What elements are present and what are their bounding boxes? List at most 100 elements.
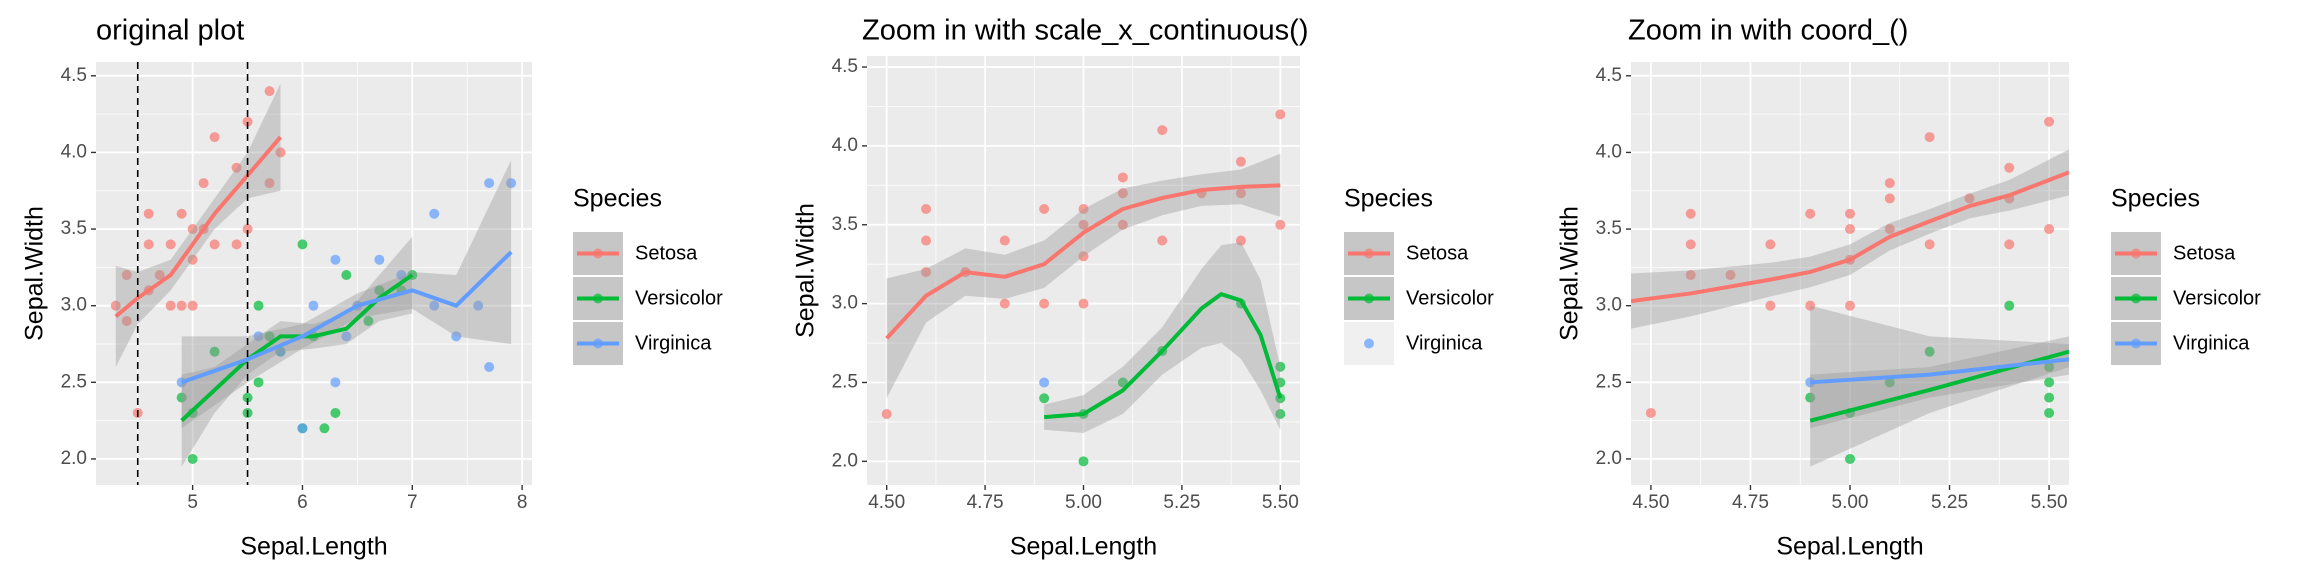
point xyxy=(209,346,220,357)
point xyxy=(209,132,220,143)
legend-key-point xyxy=(2131,338,2141,349)
point xyxy=(176,392,187,403)
point xyxy=(253,377,264,388)
x-tick-label: 4.75 xyxy=(967,492,1004,513)
point xyxy=(1845,208,1855,219)
point xyxy=(1845,453,1855,464)
legend-key-point xyxy=(2131,293,2141,304)
point xyxy=(1845,224,1855,235)
point xyxy=(999,298,1010,309)
legend-key-point xyxy=(593,338,603,349)
point xyxy=(1884,377,1895,388)
y-tick-label: 4.5 xyxy=(1596,65,1622,86)
point xyxy=(1805,392,1816,403)
point xyxy=(429,208,440,219)
y-tick-label: 3.0 xyxy=(61,295,87,316)
point xyxy=(231,239,242,250)
point xyxy=(1275,361,1286,372)
point xyxy=(264,86,275,97)
x-tick-label: 5.50 xyxy=(2031,492,2068,513)
x-axis-label: Sepal.Length xyxy=(240,533,387,561)
plot-layers xyxy=(1631,116,2069,467)
point xyxy=(1964,193,1975,204)
point xyxy=(1117,377,1128,388)
point xyxy=(921,203,932,214)
legend-label: Versicolor xyxy=(635,287,723,309)
legend-key-point xyxy=(1364,293,1374,304)
point xyxy=(484,361,495,372)
point xyxy=(363,316,374,327)
point xyxy=(1117,172,1128,183)
point xyxy=(330,254,341,265)
point xyxy=(253,331,264,342)
point xyxy=(1685,270,1696,281)
point xyxy=(1805,208,1816,219)
point xyxy=(330,407,341,418)
x-tick-label: 4.50 xyxy=(868,492,905,513)
panel: 5 6 7 8 2.0 2.5 3.0 3.5 4.0 4.5 original plot Sepal… xyxy=(21,15,724,561)
point xyxy=(176,300,187,311)
point xyxy=(396,270,407,281)
point xyxy=(1845,300,1855,311)
y-axis-label: Sepal.Width xyxy=(21,206,49,341)
x-tick-label: 5 xyxy=(187,492,198,513)
point xyxy=(921,267,932,278)
point xyxy=(209,239,220,250)
point xyxy=(143,239,154,250)
point xyxy=(1924,346,1935,357)
x-tick-label: 5.50 xyxy=(1262,492,1299,513)
point xyxy=(1078,298,1089,309)
point xyxy=(330,377,341,388)
point xyxy=(1685,239,1696,250)
legend-label: Versicolor xyxy=(1406,287,1494,309)
legend-title: Species xyxy=(1344,185,1433,213)
y-tick-label: 2.0 xyxy=(1596,448,1622,469)
legend-title: Species xyxy=(2111,185,2200,213)
y-tick-label: 2.5 xyxy=(832,371,858,392)
point xyxy=(2044,116,2055,127)
plot-background xyxy=(96,62,532,485)
x-axis-label: Sepal.Length xyxy=(1776,533,1923,561)
smooth-line xyxy=(1631,170,2069,304)
point xyxy=(187,453,198,464)
point xyxy=(2044,224,2055,235)
panel: 4.50 4.75 5.00 5.25 5.50 2.0 2.5 3.0 3.5 4.0 4.5Zo… xyxy=(792,15,1495,561)
point xyxy=(121,316,132,327)
point xyxy=(506,178,517,189)
point xyxy=(1924,132,1935,143)
point xyxy=(1039,377,1050,388)
point xyxy=(1805,300,1816,311)
y-tick-label: 4.5 xyxy=(832,56,858,77)
x-tick-label: 4.50 xyxy=(1632,492,1669,513)
point xyxy=(341,270,352,281)
point xyxy=(1117,219,1128,230)
legend-label: Virginica xyxy=(1406,332,1483,354)
point xyxy=(253,300,264,311)
point xyxy=(1725,270,1736,281)
point xyxy=(1235,188,1246,199)
point xyxy=(242,392,253,403)
point xyxy=(2044,392,2055,403)
legend-key-point xyxy=(1364,248,1374,259)
smooth-line xyxy=(1810,357,2069,385)
smooth-line xyxy=(1043,292,1283,420)
point xyxy=(1685,208,1696,219)
point xyxy=(1765,300,1776,311)
point xyxy=(374,285,385,296)
point xyxy=(121,270,132,281)
point xyxy=(1039,203,1050,214)
point xyxy=(1039,298,1050,309)
point xyxy=(881,409,892,420)
point xyxy=(1645,407,1656,418)
point xyxy=(921,235,932,246)
point xyxy=(1157,235,1168,246)
point xyxy=(2004,162,2015,173)
confidence-band xyxy=(886,153,1281,399)
point xyxy=(1884,224,1895,235)
y-axis-label: Sepal.Width xyxy=(792,203,820,338)
legend-key-point xyxy=(2131,248,2141,259)
point xyxy=(1765,239,1776,250)
point xyxy=(297,239,308,250)
point xyxy=(374,254,385,265)
y-tick-label: 4.0 xyxy=(1596,141,1622,162)
